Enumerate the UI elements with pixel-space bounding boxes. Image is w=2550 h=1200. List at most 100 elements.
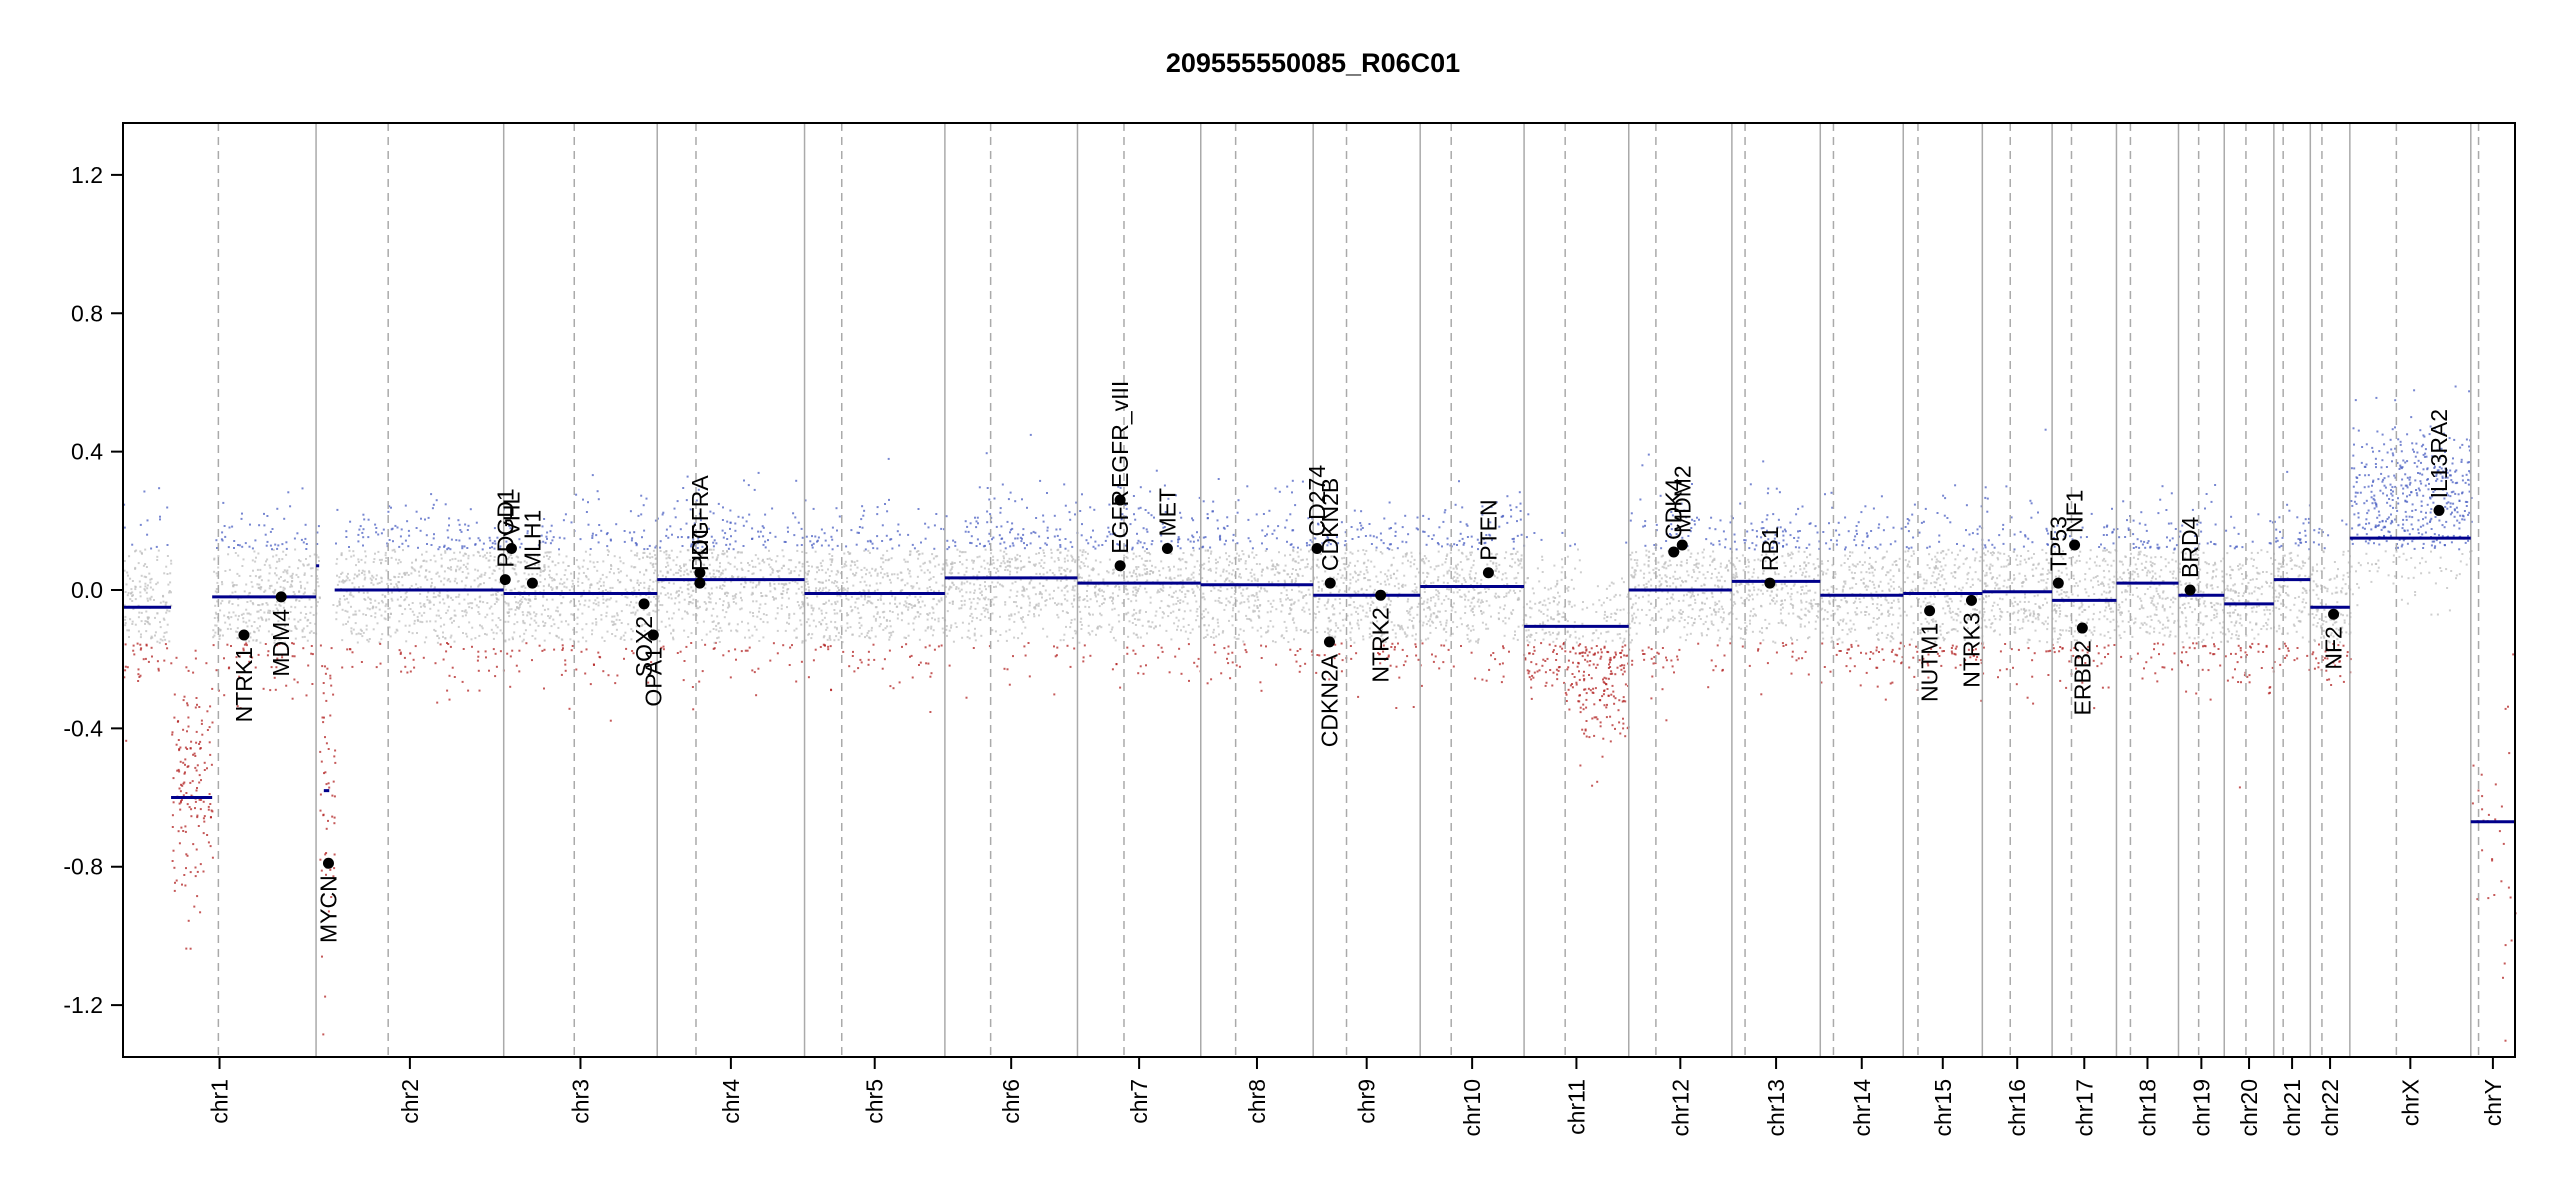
probe-point — [200, 779, 202, 782]
probe-point — [336, 508, 339, 511]
probe-point — [759, 618, 762, 621]
probe-point — [1132, 495, 1135, 497]
probe-point — [778, 576, 781, 579]
probe-point — [764, 546, 767, 549]
probe-point — [630, 565, 633, 568]
probe-point — [164, 643, 167, 646]
probe-point — [1260, 689, 1263, 692]
probe-point — [290, 583, 293, 586]
probe-point — [640, 625, 643, 627]
probe-point — [1005, 553, 1008, 556]
probe-point — [592, 608, 595, 611]
probe-point — [821, 559, 824, 562]
probe-point — [276, 560, 279, 563]
probe-point — [918, 664, 920, 666]
probe-point — [466, 593, 469, 596]
probe-point — [1168, 594, 1171, 597]
probe-point — [1094, 547, 1097, 550]
probe-point — [1002, 560, 1005, 563]
probe-point — [1359, 522, 1362, 524]
probe-point — [444, 503, 447, 506]
probe-point — [1245, 651, 1248, 654]
probe-point — [1292, 550, 1295, 553]
probe-point — [721, 519, 724, 521]
probe-point — [743, 586, 746, 589]
probe-point — [849, 605, 852, 608]
probe-point — [219, 609, 222, 612]
probe-point — [784, 541, 787, 543]
probe-point — [1218, 597, 1221, 599]
probe-point — [212, 636, 215, 639]
probe-point — [600, 585, 602, 587]
probe-point — [551, 589, 554, 591]
probe-point — [1227, 662, 1230, 665]
probe-point — [1063, 633, 1066, 636]
probe-point — [820, 609, 823, 612]
probe-point — [727, 547, 730, 550]
probe-point — [1289, 553, 1292, 556]
probe-point — [248, 545, 251, 548]
probe-point — [964, 551, 967, 554]
probe-point — [259, 568, 262, 571]
probe-point — [862, 589, 865, 592]
probe-point — [1300, 591, 1303, 594]
probe-point — [428, 599, 431, 602]
probe-point — [1053, 514, 1056, 517]
probe-point — [482, 555, 485, 558]
probe-point — [272, 590, 275, 593]
probe-point — [333, 822, 336, 825]
probe-point — [640, 494, 643, 497]
probe-point — [538, 644, 541, 647]
probe-point — [1006, 520, 1009, 523]
probe-point — [572, 613, 575, 616]
probe-point — [1021, 618, 1023, 621]
probe-point — [1174, 590, 1177, 593]
probe-point — [144, 563, 147, 566]
probe-point — [288, 565, 291, 568]
probe-point — [1113, 607, 1116, 610]
probe-point — [1011, 582, 1014, 585]
probe-point — [144, 589, 147, 592]
probe-point — [351, 665, 354, 668]
probe-point — [625, 574, 628, 577]
probe-point — [1387, 569, 1390, 572]
probe-point — [752, 615, 755, 618]
probe-point — [256, 610, 259, 613]
probe-point — [555, 609, 558, 612]
probe-point — [806, 583, 809, 585]
probe-point — [474, 568, 477, 571]
probe-point — [445, 650, 448, 653]
probe-point — [858, 635, 861, 638]
probe-point — [696, 540, 699, 543]
probe-point — [786, 588, 789, 591]
probe-point — [1216, 519, 1219, 522]
probe-point — [271, 548, 273, 551]
probe-point — [806, 573, 809, 576]
probe-point — [380, 532, 383, 535]
probe-point — [691, 602, 694, 605]
probe-point — [417, 587, 419, 590]
probe-point — [131, 591, 134, 594]
probe-point — [712, 548, 715, 551]
probe-point — [1097, 593, 1100, 596]
probe-point — [415, 510, 418, 513]
probe-point — [1185, 561, 1188, 564]
probe-point — [991, 612, 994, 615]
probe-point — [1124, 504, 1127, 506]
probe-point — [1006, 560, 1009, 563]
probe-point — [543, 565, 546, 568]
probe-point — [1246, 587, 1249, 590]
probe-point — [1149, 596, 1152, 599]
probe-point — [714, 576, 717, 578]
probe-point — [1146, 572, 1149, 575]
probe-point — [1058, 538, 1061, 541]
probe-point — [1194, 594, 1196, 597]
probe-point — [870, 629, 873, 632]
probe-point — [238, 655, 241, 658]
probe-point — [585, 640, 588, 643]
probe-point — [265, 560, 267, 563]
probe-point — [691, 543, 694, 545]
probe-point — [1139, 585, 1142, 588]
probe-point — [757, 530, 760, 533]
probe-point — [448, 698, 451, 701]
